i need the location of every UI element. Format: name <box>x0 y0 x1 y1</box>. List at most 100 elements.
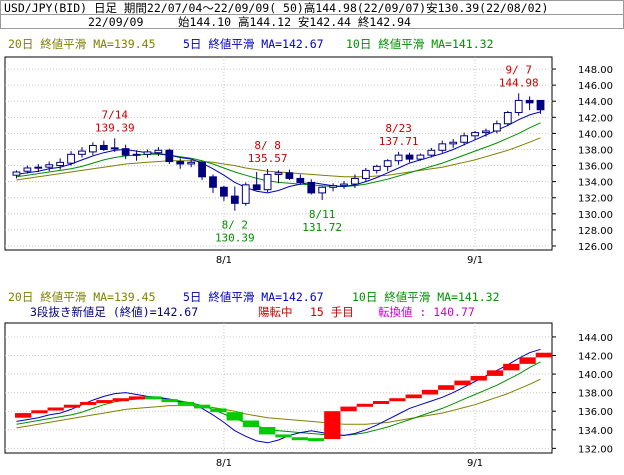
legend-top-ma20: 20日 終値平滑 MA=139.45 <box>8 37 156 51</box>
bottom-ytick-label: 132.00 <box>578 444 613 455</box>
brick-up <box>373 401 390 404</box>
brick-up <box>128 396 146 400</box>
top-ytick-label: 134.00 <box>578 178 613 189</box>
candle-body <box>121 148 130 156</box>
brick-up <box>421 389 439 395</box>
brick-up <box>324 411 341 440</box>
candle-body <box>514 99 523 113</box>
top-ytick-label: 132.00 <box>578 194 613 205</box>
candle-body <box>67 153 75 164</box>
candle-body <box>110 147 119 150</box>
candle-body <box>394 154 403 162</box>
candle-body <box>438 143 447 151</box>
annotation-high-value: 144.98 <box>499 76 539 89</box>
annotation-low-value: 130.39 <box>215 232 255 245</box>
brick-up <box>519 357 536 364</box>
candle-body <box>416 154 425 160</box>
candle-body <box>340 183 348 187</box>
brick-down <box>291 437 308 441</box>
annotation-low-date: 8/ 2 <box>222 219 249 232</box>
brick-down <box>242 420 260 427</box>
candle-body <box>154 149 163 154</box>
top-ytick-label: 148.00 <box>578 65 613 76</box>
brick-down <box>194 404 211 409</box>
candle-body <box>132 153 141 156</box>
brick-up <box>47 407 64 411</box>
candle-body <box>34 166 43 169</box>
bottom-ytick-label: 138.00 <box>578 389 613 400</box>
candle-body <box>274 172 283 175</box>
candle-body <box>209 176 217 188</box>
brick-up <box>63 404 81 408</box>
brick-up <box>535 352 552 358</box>
top-ytick-label: 138.00 <box>578 145 613 156</box>
top-ytick-label: 144.00 <box>578 97 613 108</box>
brick-up <box>389 398 406 402</box>
candle-body <box>405 154 414 160</box>
brick-up <box>356 403 373 407</box>
top-ytick-label: 136.00 <box>578 162 613 173</box>
candle-body <box>351 177 359 185</box>
brick-up <box>405 394 422 399</box>
bottom-xtick-label: 9/1 <box>467 458 483 469</box>
candle-body <box>296 177 305 183</box>
legend-bottom-ma10: 10日 終値平滑 MA=141.32 <box>352 290 500 304</box>
candle-body <box>263 173 272 191</box>
bottom-ytick-label: 136.00 <box>578 407 613 418</box>
legend-top-ma5: 5日 終値平滑 MA=142.67 <box>183 37 324 51</box>
candle-body <box>285 172 294 179</box>
annotation-high-value: 135.57 <box>248 152 288 165</box>
bottom-ytick-label: 142.00 <box>578 352 613 363</box>
header-title: USD/JPY(BID) 日足 期間22/07/04～22/09/09( 50)… <box>4 1 548 15</box>
header-date: 22/09/09 <box>88 15 143 29</box>
bottom-ytick-label: 144.00 <box>578 333 613 344</box>
bottom-frame <box>4 322 553 454</box>
candle-body <box>89 144 97 153</box>
candle-body <box>187 161 196 165</box>
top-ytick-label: 126.00 <box>578 242 613 253</box>
candle-body <box>56 161 65 167</box>
legend-kagi-count: 15 手目 <box>310 305 354 319</box>
annotation-high-value: 137.71 <box>379 135 419 148</box>
brick-up <box>486 370 504 376</box>
annotation-high-date: 8/23 <box>385 122 412 135</box>
top-xtick-label: 9/1 <box>467 255 483 266</box>
top-ytick-label: 128.00 <box>578 226 613 237</box>
bottom-ytick-label: 140.00 <box>578 370 613 381</box>
brick-down <box>145 396 162 400</box>
candle-body <box>12 171 21 176</box>
bottom-ytick-label: 134.00 <box>578 426 613 437</box>
candle-body <box>45 164 54 168</box>
candle-body <box>220 186 228 197</box>
header-ohlc: 始144.10 高144.12 安142.44 終142.94 <box>178 15 411 29</box>
legend-top-ma10: 10日 終値平滑 MA=141.32 <box>346 37 494 51</box>
legend-kagi-value: 3段抜き新値足 (終値)=142.67 <box>30 305 198 319</box>
brick-up <box>96 400 113 404</box>
legend-bottom-ma20: 20日 終値平滑 MA=139.45 <box>8 290 156 304</box>
candle-body <box>471 132 479 137</box>
candle-body <box>460 135 468 143</box>
bottom-xtick-label: 8/1 <box>216 458 232 469</box>
brick-up <box>112 398 129 402</box>
annotation-high-date: 7/14 <box>101 108 128 121</box>
annotation-low-value: 131.72 <box>302 221 342 234</box>
candle-body <box>503 111 512 125</box>
candle-body <box>307 181 316 194</box>
new-price-plot: 132.00 134.00 136.00 138.00 140.00 142.00 144.… <box>4 322 613 469</box>
bottom-ma20-line <box>16 378 541 429</box>
brick-down <box>259 427 276 435</box>
candle-body <box>449 141 458 145</box>
annotation-low-date: 8/11 <box>309 208 336 221</box>
candle-body <box>329 185 337 188</box>
annotation-high-date: 9/ 7 <box>505 63 532 76</box>
candle-body <box>361 169 370 179</box>
candle-body <box>99 144 108 150</box>
candle-body <box>318 186 327 194</box>
brick-up <box>31 410 48 414</box>
candle-body <box>536 99 545 111</box>
top-frame <box>4 56 553 251</box>
top-ytick-label: 130.00 <box>578 210 613 221</box>
top-xtick-label: 8/1 <box>216 255 232 266</box>
candle-body <box>230 195 239 204</box>
